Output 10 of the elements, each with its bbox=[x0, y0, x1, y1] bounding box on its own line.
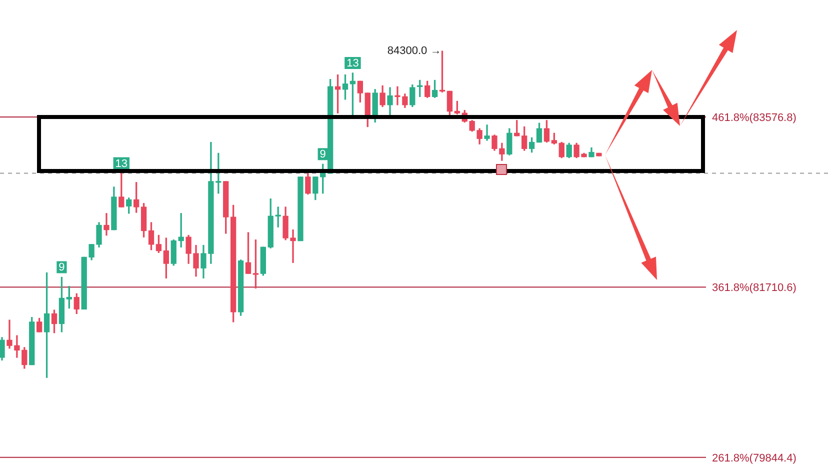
annotation: 13 bbox=[346, 57, 359, 70]
annotation: 84300.0 → bbox=[387, 45, 442, 58]
ref-line-label: 261.8%(79844.4) bbox=[712, 452, 796, 464]
ref-line-label: 461.8%(83576.8) bbox=[712, 112, 796, 124]
annotation: 9 bbox=[58, 262, 65, 274]
ref-line-label: 361.8%(81710.6) bbox=[712, 282, 796, 294]
annotation: 9 bbox=[320, 148, 326, 161]
annotation: 13 bbox=[115, 158, 128, 170]
candlestick bbox=[298, 176, 304, 242]
candlestick bbox=[596, 152, 602, 156]
